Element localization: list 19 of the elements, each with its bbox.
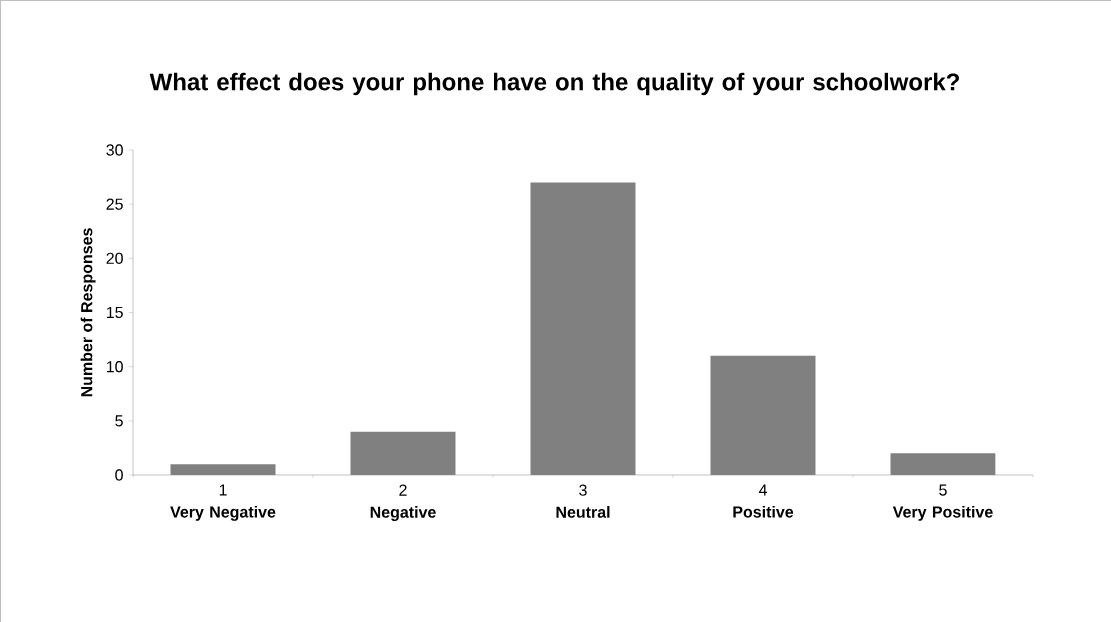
y-tick-label: 25 [106, 198, 123, 210]
x-tick-label: 5 Very Positive [892, 484, 993, 521]
chart-title: What effect does your phone have on the quality of your schoolwork? [149, 72, 959, 96]
y-tick-label: 30 [106, 144, 123, 156]
y-tick-label: 0 [115, 469, 123, 481]
y-tick-label: 10 [106, 361, 123, 373]
y-tick-label: 20 [106, 252, 123, 264]
x-tick-label: 1 Very Negative [170, 484, 276, 521]
x-tick-label: 4 Positive [733, 484, 794, 518]
x-tick-label: 2 Negative [370, 484, 436, 522]
bar [350, 431, 456, 475]
y-axis-title: Number of Responses [80, 228, 96, 397]
y-tick-label: 15 [106, 306, 123, 319]
bar [890, 453, 996, 475]
x-tick-label: 3 Neutral [556, 484, 610, 518]
y-tick-label: 5 [115, 415, 123, 427]
bar [710, 355, 816, 475]
bar [530, 182, 636, 475]
bar [170, 464, 276, 475]
